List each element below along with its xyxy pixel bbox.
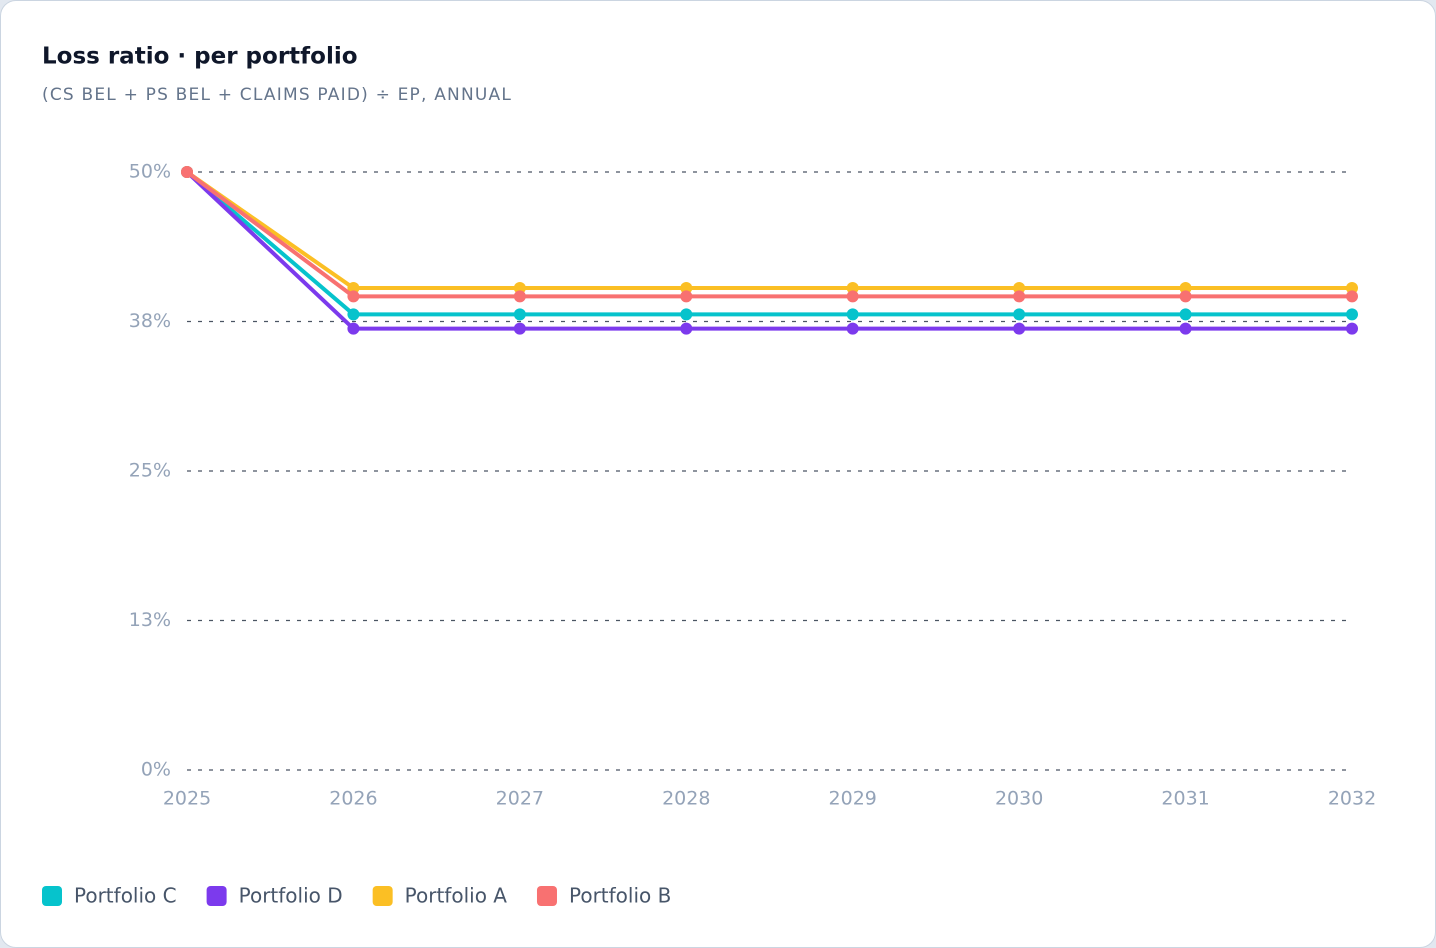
legend-swatch[interactable]: [42, 886, 62, 906]
data-point[interactable]: [181, 166, 193, 178]
data-point[interactable]: [1013, 308, 1026, 321]
data-point[interactable]: [680, 290, 693, 303]
legend-swatch[interactable]: [536, 886, 557, 906]
data-point[interactable]: [1179, 322, 1192, 335]
y-tick-label: 25%: [129, 460, 171, 482]
series-line: [185, 170, 1352, 317]
legend-swatch[interactable]: [372, 886, 393, 906]
x-tick-label: 2029: [829, 788, 877, 810]
data-point[interactable]: [680, 308, 693, 321]
chart-title: Loss ratio · per portfolio: [42, 44, 358, 70]
data-point[interactable]: [347, 290, 360, 303]
data-point[interactable]: [347, 308, 360, 321]
x-tick-label: 2030: [995, 788, 1043, 810]
data-point[interactable]: [1346, 308, 1358, 321]
data-point[interactable]: [1013, 290, 1026, 303]
x-tick-label: 2028: [662, 788, 710, 810]
data-point[interactable]: [1346, 290, 1358, 303]
data-point[interactable]: [680, 322, 693, 335]
legend-label[interactable]: Portfolio D: [239, 884, 343, 908]
chart-subtitle: (CS BEL + PS BEL + CLAIMS PAID) ÷ EP, AN…: [42, 85, 512, 105]
data-point[interactable]: [1013, 322, 1026, 335]
data-point[interactable]: [1013, 282, 1026, 295]
data-point[interactable]: [680, 282, 693, 295]
data-point[interactable]: [1179, 308, 1192, 321]
data-point[interactable]: [347, 322, 360, 335]
legend-swatch[interactable]: [206, 886, 227, 906]
x-tick-label: 2032: [1328, 788, 1376, 810]
legend-label[interactable]: Portfolio A: [405, 884, 508, 908]
data-point[interactable]: [347, 282, 360, 295]
x-tick-label: 2025: [163, 788, 211, 810]
x-tick-label: 2031: [1161, 788, 1209, 810]
x-tick-label: 2026: [329, 788, 377, 810]
data-point[interactable]: [513, 290, 526, 303]
data-point[interactable]: [846, 322, 859, 335]
data-point[interactable]: [1346, 282, 1358, 295]
series-line: [185, 170, 1352, 299]
data-point[interactable]: [513, 322, 526, 335]
y-tick-label: 0%: [141, 759, 171, 781]
x-tick-label: 2027: [496, 788, 544, 810]
y-tick-label: 38%: [129, 310, 171, 332]
y-tick-label: 50%: [129, 161, 171, 183]
series-line: [185, 170, 1352, 291]
y-tick-label: 13%: [129, 609, 171, 631]
data-point[interactable]: [513, 282, 526, 295]
data-point[interactable]: [846, 308, 859, 321]
legend-label[interactable]: Portfolio C: [74, 884, 177, 908]
data-point[interactable]: [1179, 282, 1192, 295]
data-point[interactable]: [513, 308, 526, 321]
legend-label[interactable]: Portfolio B: [569, 884, 671, 908]
data-point[interactable]: [846, 290, 859, 303]
data-point[interactable]: [846, 282, 859, 295]
series-line: [185, 170, 1352, 331]
data-point[interactable]: [1179, 290, 1192, 303]
data-point[interactable]: [1346, 322, 1358, 335]
